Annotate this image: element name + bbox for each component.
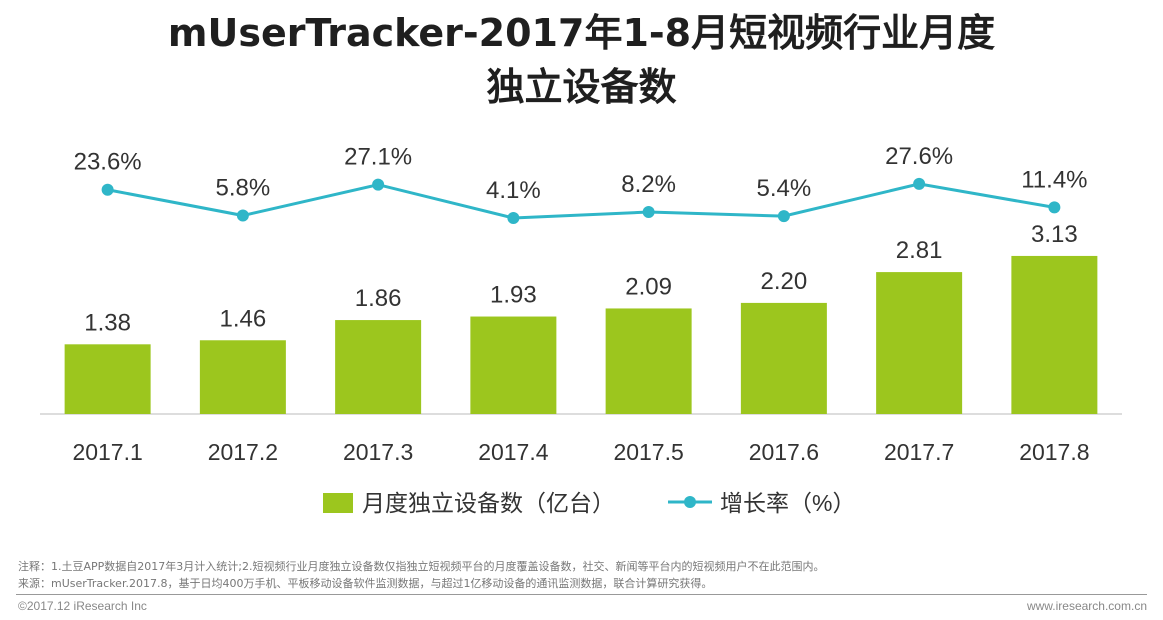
x-tick-label: 2017.4 [478, 439, 549, 465]
bar-value-label: 1.86 [355, 285, 402, 312]
bar-2017.7[interactable] [876, 272, 963, 414]
growth-point-2017.5[interactable] [642, 206, 655, 219]
growth-value-label: 5.4% [757, 175, 812, 202]
growth-point-2017.4[interactable] [507, 212, 520, 224]
growth-value-label: 23.6% [74, 149, 142, 176]
growth-value-label: 8.2% [621, 171, 676, 198]
bar-2017.8[interactable] [1011, 255, 1098, 414]
bar-2017.6[interactable] [740, 302, 827, 414]
chart-title: mUserTracker-2017年1-8月短视频行业月度 独立设备数 [0, 6, 1163, 114]
bar-value-label: 1.93 [490, 282, 537, 309]
bar-value-label: 1.46 [220, 305, 267, 332]
growth-point-2017.6[interactable] [777, 210, 790, 223]
chart-title-line-1: mUserTracker-2017年1-8月短视频行业月度 [167, 11, 996, 55]
growth-point-2017.3[interactable] [372, 178, 385, 191]
bar-value-label: 1.38 [84, 309, 131, 336]
growth-point-2017.7[interactable] [913, 177, 926, 190]
growth-value-label: 5.8% [216, 175, 271, 202]
growth-value-label: 4.1% [486, 177, 541, 204]
copyright-text: ©2017.12 iResearch Inc [18, 599, 147, 613]
bar-2017.5[interactable] [605, 308, 692, 414]
growth-point-2017.8[interactable] [1048, 201, 1061, 214]
legend-line-marker [684, 496, 696, 508]
growth-point-2017.2[interactable] [236, 209, 249, 222]
footer-divider [16, 594, 1147, 595]
growth-value-label: 11.4% [1021, 166, 1087, 193]
footnote-source: 来源：mUserTracker.2017.8，基于日均400万手机、平板移动设备… [18, 577, 713, 590]
legend-bar-label: 月度独立设备数（亿台） [362, 490, 615, 516]
bar-2017.1[interactable] [64, 344, 151, 414]
bar-value-label: 2.09 [625, 273, 672, 300]
x-tick-label: 2017.8 [1019, 439, 1089, 465]
bar-2017.3[interactable] [335, 320, 422, 414]
growth-rate-line [107, 182, 1055, 220]
growth-point-2017.1[interactable] [101, 183, 114, 196]
bar-value-label: 2.20 [761, 268, 808, 295]
growth-value-label: 27.6% [885, 143, 953, 170]
growth-value-label: 27.1% [344, 144, 412, 171]
x-tick-label: 2017.1 [72, 439, 142, 465]
legend-line-label: 增长率（%） [720, 490, 855, 516]
bar-value-label: 2.81 [896, 237, 943, 264]
x-tick-label: 2017.5 [613, 439, 683, 465]
footnote-note: 注释：1.土豆APP数据自2017年3月计入统计;2.短视频行业月度独立设备数仅… [18, 560, 825, 573]
x-tick-label: 2017.3 [343, 439, 413, 465]
chart-title-line-2: 独立设备数 [486, 65, 677, 109]
bar-2017.4[interactable] [470, 316, 557, 414]
x-tick-label: 2017.7 [884, 439, 954, 465]
bar-value-label: 3.13 [1031, 221, 1078, 248]
website-link[interactable]: www.iresearch.com.cn [1026, 599, 1147, 613]
bar-2017.2[interactable] [199, 340, 286, 414]
legend-bar-swatch [323, 493, 353, 513]
x-tick-label: 2017.2 [208, 439, 278, 465]
x-tick-label: 2017.6 [749, 439, 819, 465]
